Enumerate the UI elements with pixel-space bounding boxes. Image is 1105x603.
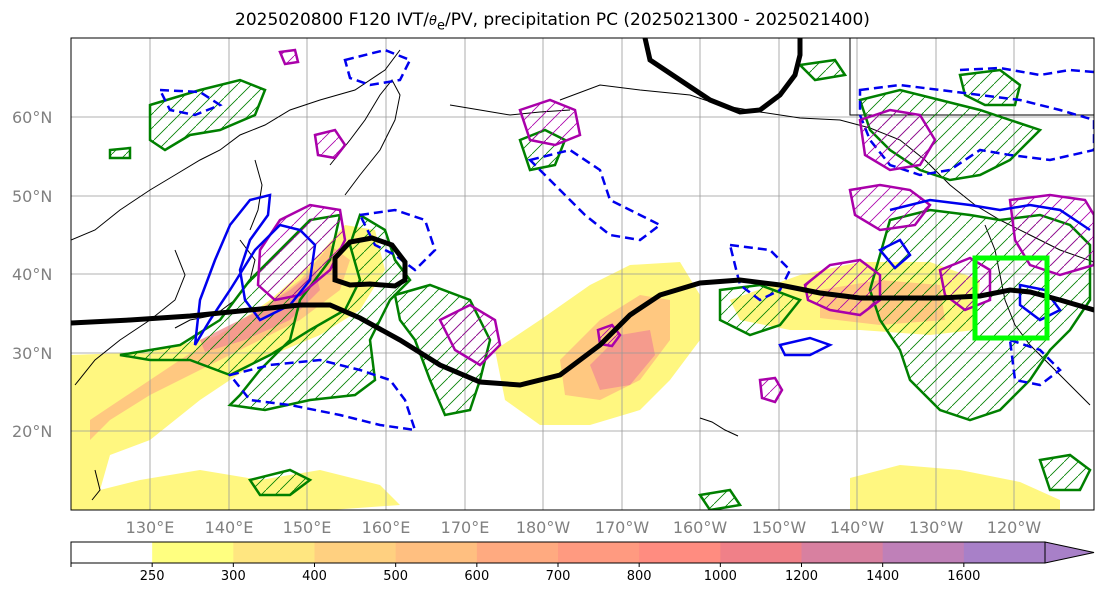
colorbar-segment [314,542,397,563]
lat-label-60: 60°N [12,108,52,127]
theta-e-north [642,38,803,115]
precip-pos-2 [148,78,267,152]
lon-label-130w: 130°W [909,518,964,537]
colorbar-segment [558,542,640,563]
colorbar-label: 800 [627,569,652,584]
blue-solid-5 [1018,283,1062,322]
colorbar-segment [801,542,884,563]
precip-pos-12 [108,146,132,160]
colorbar-segment [476,542,559,563]
lat-label-40: 40°N [12,265,52,284]
lat-labels: 60°N 50°N 40°N 30°N 20°N [12,108,52,441]
lon-label-150e: 150°E [283,518,332,537]
precip-pos-9 [247,468,313,497]
colorbar-label: 400 [302,569,327,584]
colorbar-label: 1400 [866,569,899,584]
lat-label-50: 50°N [12,187,52,206]
colorbar-label: 1000 [704,569,737,584]
chart-title: 2025020800 F120 IVT/θe/PV, precipitation… [0,10,1105,33]
ivt-band-high-2 [590,330,655,390]
colorbar-segment [233,542,315,563]
coast-taiwan [91,469,101,501]
lon-label-170e: 170°E [441,518,490,537]
pv-6 [848,183,932,232]
lat-label-30: 30°N [12,344,52,363]
lon-label-140e: 140°E [205,518,254,537]
colorbar-label: 600 [464,569,489,584]
lon-labels: 130°E 140°E 150°E 160°E 170°E 180°W 170°… [126,518,1042,537]
colorbar-segment [963,542,1046,563]
precip-neg-9 [1008,338,1062,387]
coast-kamchatka [329,79,401,196]
lon-label-160w: 160°W [673,518,728,537]
colorbar-label: 250 [140,569,165,584]
colorbar-segment [71,542,153,563]
lat-label-20: 20°N [12,422,52,441]
title-theta-sub: e [436,18,445,34]
precip-pos-11 [1038,453,1092,492]
precip-neg-7 [728,243,792,302]
region-box [972,255,1050,341]
coast-hawaii [699,417,739,437]
colorbar-label: 700 [546,569,571,584]
blue-solid-4 [778,336,834,357]
border-canada-us [849,38,1094,116]
map-area [71,38,1094,510]
title-theta: θ [429,14,437,29]
precip-positive [108,58,1092,510]
colorbar-extension [1044,541,1095,564]
theta-e-main [71,277,1094,388]
colorbar-label: 500 [383,569,408,584]
ivt-band-low-4 [850,465,1060,510]
pv-4 [313,128,347,160]
theta-e-loop [332,235,408,289]
precip-neg-4 [157,88,223,117]
colorbar-label: 1200 [785,569,818,584]
colorbar: 250 300 400 500 600 700 800 1000 1200 1400 1600 [70,541,1095,584]
lon-label-170w: 170°W [595,518,650,537]
precip-neg-1 [358,208,437,272]
title-suffix: /PV, precipitation PC (2025021300 - 2025… [444,10,870,30]
pv-5 [858,108,937,172]
lon-label-130e: 130°E [126,518,175,537]
pv-12 [278,48,300,66]
lon-label-150w: 150°W [752,518,807,537]
pv-10 [758,376,784,404]
coast-asia-east [71,49,401,241]
pv-9 [1008,193,1094,277]
pv-2 [518,98,582,147]
blue-solid-3 [878,238,912,270]
lon-label-140w: 140°W [830,518,885,537]
colorbar-segment [720,542,802,563]
colorbar-label: 1600 [947,569,980,584]
precip-pos-8 [958,68,1022,107]
pv-contours [256,48,1094,404]
precip-neg-5 [343,48,412,87]
precip-neg-2 [227,358,417,432]
precip-neg-8 [959,66,1094,77]
title-prefix: 2025020800 F120 IVT/ [235,10,429,30]
lon-label-160e: 160°E [362,518,411,537]
lon-label-180w: 180°W [516,518,571,537]
colorbar-label: 300 [221,569,246,584]
coast-sakhalin [249,159,263,231]
theta-e-contour [71,38,1094,388]
pv-3 [438,303,502,367]
colorbar-segment [639,542,721,563]
colorbar-segment [882,542,965,563]
blue-solid-contours [193,193,1091,357]
colorbar-segment [152,542,234,563]
colorbar-segment [395,542,478,563]
precip-pos-10 [697,488,743,510]
blue-solid-2 [889,198,1091,232]
map-frame [70,37,1095,511]
precip-pos-13 [797,58,848,82]
lon-label-120w: 120°W [987,518,1042,537]
blue-solid-1 [193,193,317,346]
